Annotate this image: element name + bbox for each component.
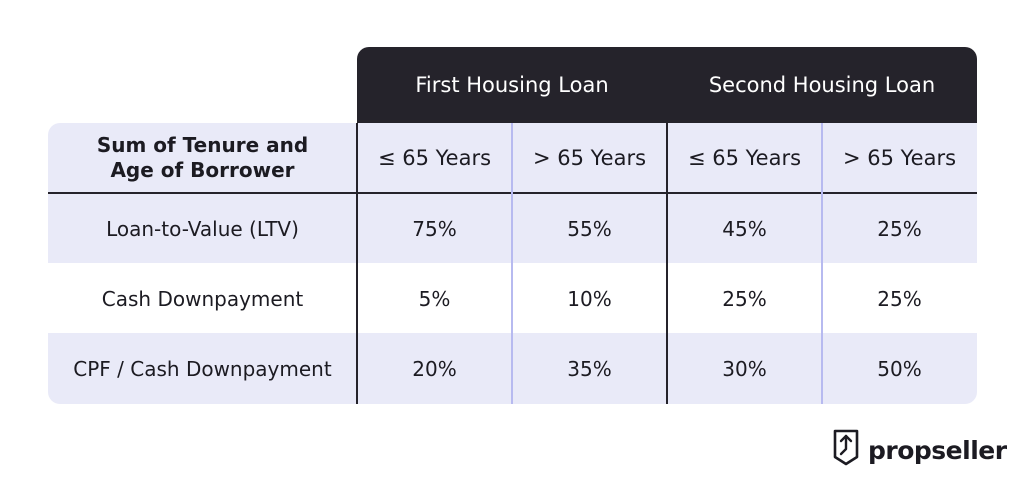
table-cell: 20% [412,357,457,381]
row-label-cash-downpayment: Cash Downpayment [101,287,304,311]
row-header-title: Sum of Tenure and Age of Borrower [96,133,309,182]
column-divider [821,123,823,404]
propseller-logo: propseller [832,429,1007,471]
table-cell: 5% [418,287,451,311]
brand-name: propseller [868,435,1007,465]
table-cell: 50% [877,357,922,381]
group-title-second-housing-loan: Second Housing Loan [708,73,936,97]
table-cell: 25% [877,217,922,241]
propseller-logo-icon [832,429,860,471]
table-cell: 35% [567,357,612,381]
subheader-first-gt65: > 65 Years [532,146,647,170]
column-divider [666,123,668,404]
table-cell: 75% [412,217,457,241]
group-header-bar [357,47,977,123]
table-cell: 45% [722,217,767,241]
column-divider [356,123,358,404]
subheader-second-le65: ≤ 65 Years [687,146,802,170]
row-label-ltv: Loan-to-Value (LTV) [106,217,299,241]
table-cell: 55% [567,217,612,241]
table-cell: 10% [567,287,612,311]
table-cell: 30% [722,357,767,381]
group-title-first-housing-loan: First Housing Loan [415,73,609,97]
subheader-second-gt65: > 65 Years [842,146,957,170]
table-cell: 25% [722,287,767,311]
column-divider [511,123,513,404]
subheader-first-le65: ≤ 65 Years [377,146,492,170]
table-cell: 25% [877,287,922,311]
row-label-cpf-cash-downpayment: CPF / Cash Downpayment [73,357,332,381]
